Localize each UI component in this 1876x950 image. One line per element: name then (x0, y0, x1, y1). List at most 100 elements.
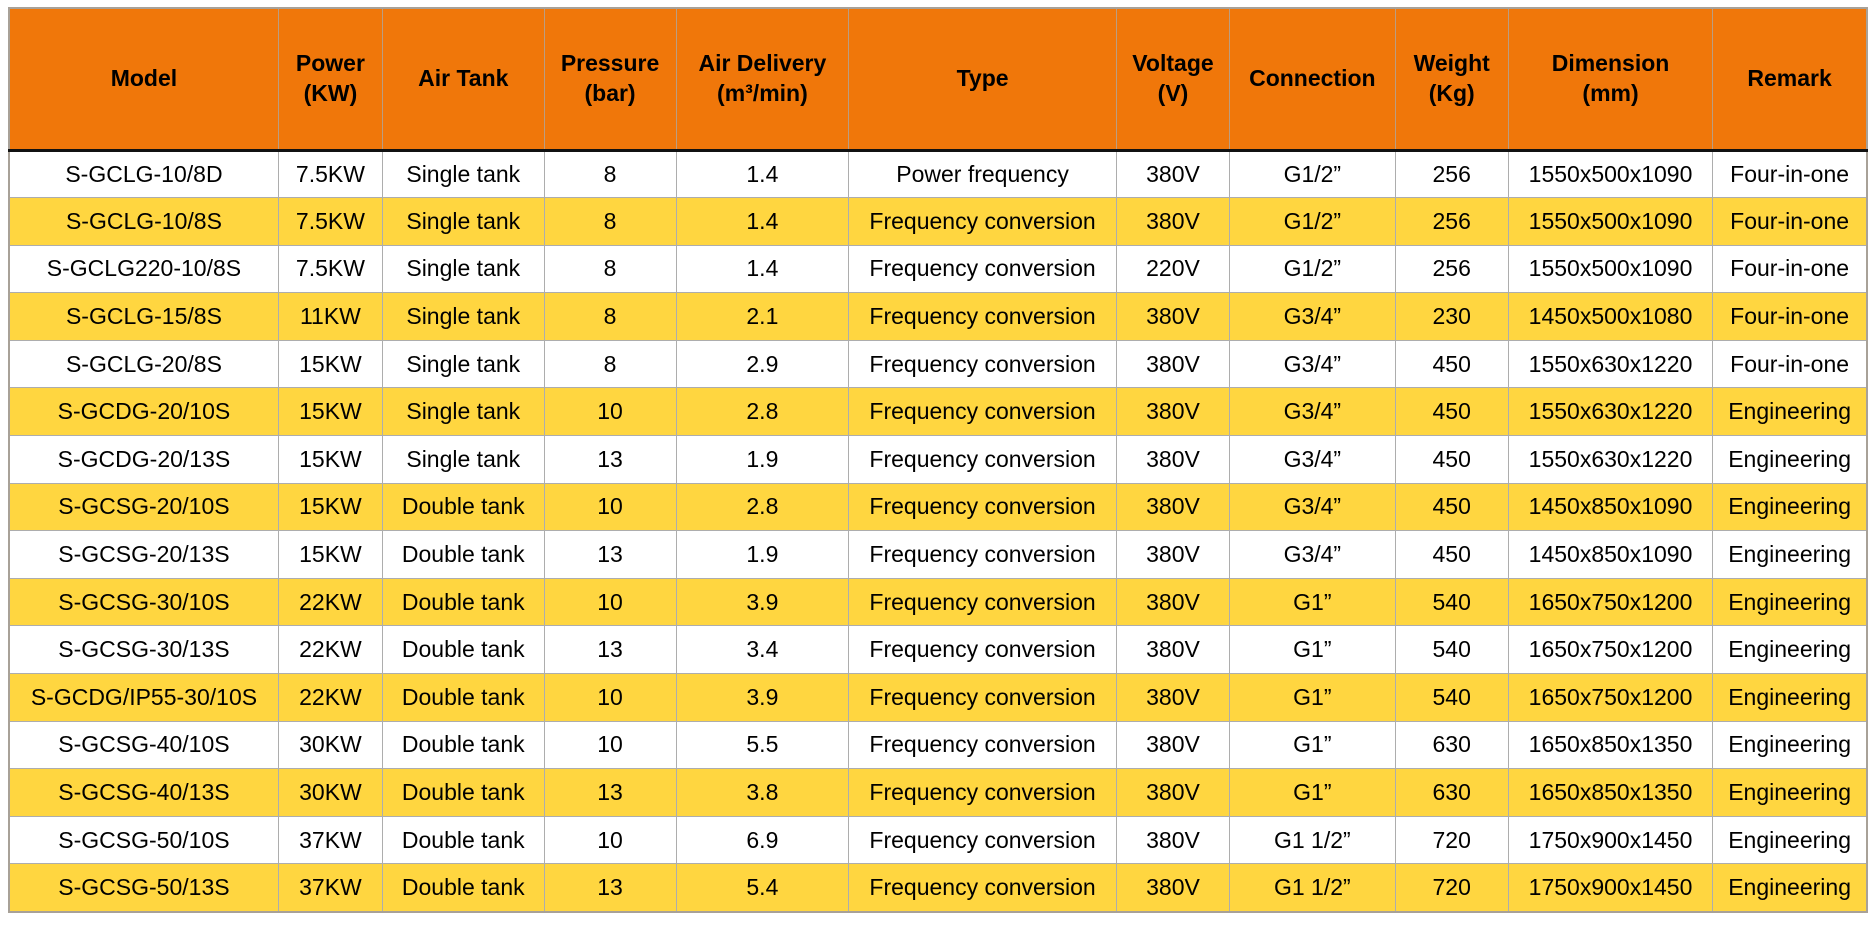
header-cell-pressure: Pressure (bar) (543, 8, 677, 152)
cell-pressure: 8 (543, 244, 677, 294)
cell-remark: Four-in-one (1712, 244, 1868, 294)
table-row: S-GCLG-10/8D 7.5KW Single tank 8 1.4 Power fr… (8, 149, 1868, 199)
cell-model: S-GCLG-15/8S (8, 292, 279, 341)
cell-pressure: 10 (543, 387, 677, 437)
cell-dimension: 1650x750x1200 (1507, 673, 1714, 722)
cell-air-tank: Single tank (381, 244, 545, 294)
cell-dimension: 1650x750x1200 (1507, 625, 1714, 675)
table-row: S-GCSG-20/10S 15KW Double tank 10 2.8 Frequen… (8, 482, 1868, 532)
table-row: S-GCSG-30/10S 22KW Double tank 10 3.9 Frequen… (8, 577, 1868, 627)
cell-connection: G1” (1229, 673, 1396, 722)
cell-remark: Engineering (1712, 482, 1868, 532)
cell-connection: G1” (1229, 625, 1396, 675)
cell-voltage: 380V (1115, 339, 1231, 389)
cell-connection: G3/4” (1229, 435, 1396, 484)
table-row: S-GCDG/IP55-30/10S 22KW Double tank 10 3.9 Fr… (8, 673, 1868, 722)
cell-model: S-GCLG-10/8S (8, 197, 279, 246)
cell-voltage: 380V (1115, 625, 1231, 675)
cell-pressure: 10 (543, 577, 677, 627)
cell-connection: G3/4” (1229, 387, 1396, 437)
cell-connection: G1” (1229, 768, 1396, 817)
cell-weight: 256 (1394, 244, 1509, 294)
cell-air-delivery: 2.9 (675, 339, 850, 389)
cell-model: S-GCLG-20/8S (8, 339, 279, 389)
cell-remark: Engineering (1712, 768, 1868, 817)
cell-power: 15KW (277, 482, 383, 532)
cell-voltage: 220V (1115, 244, 1231, 294)
cell-connection: G3/4” (1229, 530, 1396, 579)
cell-air-delivery: 3.9 (675, 577, 850, 627)
cell-air-tank: Double tank (381, 482, 545, 532)
cell-air-delivery: 1.4 (675, 197, 850, 246)
cell-remark: Engineering (1712, 625, 1868, 675)
cell-air-tank: Single tank (381, 149, 545, 199)
cell-air-tank: Double tank (381, 720, 545, 770)
cell-model: S-GCSG-40/10S (8, 720, 279, 770)
cell-voltage: 380V (1115, 720, 1231, 770)
cell-air-delivery: 5.4 (675, 863, 850, 912)
cell-air-delivery: 6.9 (675, 815, 850, 865)
cell-air-delivery: 1.4 (675, 149, 850, 199)
table-row: S-GCLG-10/8S 7.5KW Single tank 8 1.4 Frequenc… (8, 197, 1868, 246)
cell-dimension: 1750x900x1450 (1507, 863, 1714, 912)
table-row: S-GCSG-20/13S 15KW Double tank 13 1.9 Frequen… (8, 530, 1868, 579)
cell-connection: G1” (1229, 720, 1396, 770)
table-header-row: Model Power (KW) Air Tank Pressure (bar) Air… (8, 8, 1868, 152)
cell-weight: 450 (1394, 530, 1509, 579)
cell-pressure: 10 (543, 673, 677, 722)
cell-power: 11KW (277, 292, 383, 341)
cell-voltage: 380V (1115, 435, 1231, 484)
cell-air-tank: Double tank (381, 815, 545, 865)
cell-dimension: 1550x500x1090 (1507, 244, 1714, 294)
cell-connection: G3/4” (1229, 482, 1396, 532)
cell-type: Frequency conversion (848, 197, 1117, 246)
table-row: S-GCDG-20/13S 15KW Single tank 13 1.9 Frequen… (8, 435, 1868, 484)
cell-air-delivery: 2.8 (675, 387, 850, 437)
cell-pressure: 8 (543, 292, 677, 341)
cell-connection: G3/4” (1229, 292, 1396, 341)
cell-dimension: 1650x750x1200 (1507, 577, 1714, 627)
cell-weight: 450 (1394, 435, 1509, 484)
cell-model: S-GCSG-40/13S (8, 768, 279, 817)
cell-pressure: 10 (543, 720, 677, 770)
cell-remark: Engineering (1712, 577, 1868, 627)
cell-air-tank: Double tank (381, 530, 545, 579)
cell-power: 22KW (277, 625, 383, 675)
cell-dimension: 1550x630x1220 (1507, 435, 1714, 484)
header-cell-power: Power (KW) (277, 8, 383, 152)
cell-model: S-GCSG-30/10S (8, 577, 279, 627)
cell-power: 15KW (277, 530, 383, 579)
cell-air-tank: Single tank (381, 197, 545, 246)
cell-model: S-GCSG-20/13S (8, 530, 279, 579)
header-cell-air-delivery: Air Delivery (m³/min) (675, 8, 850, 152)
cell-connection: G3/4” (1229, 339, 1396, 389)
cell-air-tank: Double tank (381, 863, 545, 912)
cell-pressure: 13 (543, 625, 677, 675)
cell-dimension: 1550x500x1090 (1507, 149, 1714, 199)
cell-voltage: 380V (1115, 768, 1231, 817)
cell-power: 30KW (277, 768, 383, 817)
cell-voltage: 380V (1115, 815, 1231, 865)
cell-weight: 230 (1394, 292, 1509, 341)
cell-pressure: 10 (543, 482, 677, 532)
cell-air-delivery: 1.9 (675, 435, 850, 484)
cell-model: S-GCSG-50/13S (8, 863, 279, 912)
cell-connection: G1/2” (1229, 197, 1396, 246)
cell-type: Frequency conversion (848, 863, 1117, 912)
cell-voltage: 380V (1115, 482, 1231, 532)
cell-model: S-GCLG220-10/8S (8, 244, 279, 294)
cell-air-delivery: 2.1 (675, 292, 850, 341)
cell-pressure: 13 (543, 863, 677, 912)
cell-voltage: 380V (1115, 292, 1231, 341)
cell-power: 37KW (277, 815, 383, 865)
cell-model: S-GCSG-50/10S (8, 815, 279, 865)
cell-weight: 720 (1394, 815, 1509, 865)
cell-voltage: 380V (1115, 673, 1231, 722)
table-row: S-GCSG-50/10S 37KW Double tank 10 6.9 Frequen… (8, 815, 1868, 865)
cell-power: 15KW (277, 435, 383, 484)
cell-type: Frequency conversion (848, 339, 1117, 389)
cell-weight: 450 (1394, 387, 1509, 437)
cell-model: S-GCSG-20/10S (8, 482, 279, 532)
cell-type: Frequency conversion (848, 482, 1117, 532)
cell-type: Frequency conversion (848, 625, 1117, 675)
